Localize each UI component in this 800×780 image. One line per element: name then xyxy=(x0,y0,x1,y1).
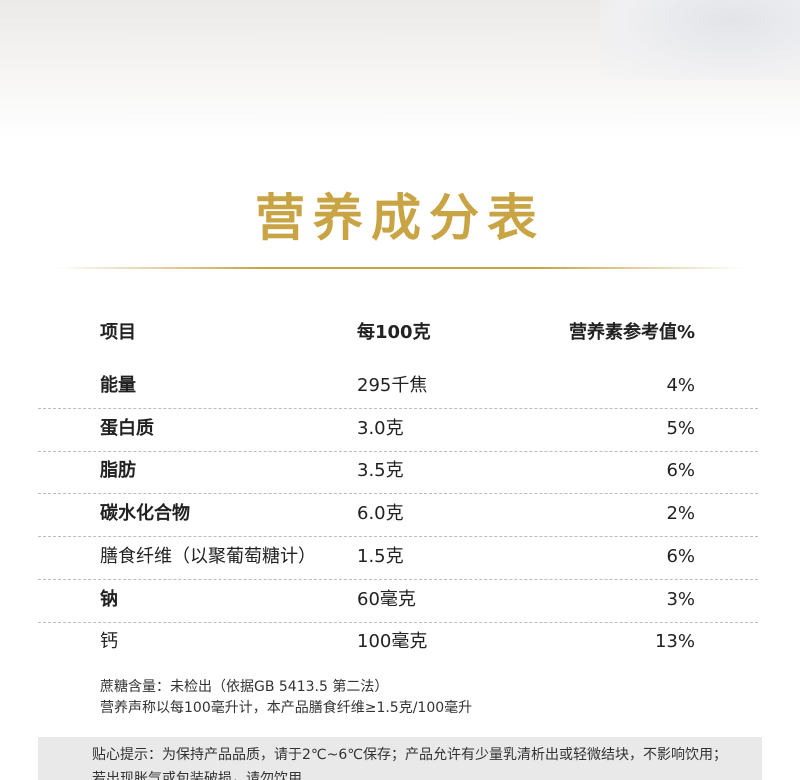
column-header: 每100克 xyxy=(357,322,431,343)
row-divider xyxy=(38,450,758,452)
row-divider xyxy=(38,536,758,538)
amount: 1.5克 xyxy=(357,545,404,567)
title-divider xyxy=(55,267,745,269)
amount: 6.0克 xyxy=(357,503,404,525)
nutrient-name: 钠 xyxy=(100,588,118,610)
row-divider xyxy=(38,408,758,409)
footnote: 营养声称以每100毫升计，本产品膳食纤维≥1.5克/100毫升 xyxy=(100,700,473,716)
amount: 295千焦 xyxy=(357,375,428,396)
amount: 3.0克 xyxy=(357,417,404,439)
row-divider xyxy=(38,621,758,623)
row-divider xyxy=(38,493,758,495)
nrv-percent: 6% xyxy=(666,460,695,482)
tip-text: 若出现胀气或包装破损，请勿饮用 xyxy=(92,771,302,780)
amount: 60毫克 xyxy=(357,588,416,610)
tip-text: 贴心提示：为保持产品品质，请于2℃~6℃保存；产品允许有少量乳清析出或轻微结块，… xyxy=(92,747,727,763)
nrv-percent: 2% xyxy=(666,503,695,525)
nutrient-name: 碳水化合物 xyxy=(100,503,190,525)
row-divider xyxy=(38,578,758,580)
nutrient-name: 能量 xyxy=(100,375,136,396)
nrv-percent: 13% xyxy=(654,631,695,653)
nrv-percent: 3% xyxy=(666,588,695,610)
amount: 100毫克 xyxy=(357,631,428,653)
nrv-percent: 4% xyxy=(666,375,695,396)
nutrient-name: 钙 xyxy=(100,631,118,653)
footnote: 蔗糖含量：未检出（依据GB 5413.5 第二法） xyxy=(100,679,389,695)
nutrient-name: 蛋白质 xyxy=(100,417,154,439)
nutrient-name: 脂肪 xyxy=(100,460,136,482)
column-header: 项目 xyxy=(100,322,136,343)
title: 营养成分表 xyxy=(255,189,545,247)
header-decoration xyxy=(600,0,800,80)
nutrient-name: 膳食纤维（以聚葡萄糖计） xyxy=(100,545,316,567)
column-header: 营养素参考值% xyxy=(568,322,695,343)
nrv-percent: 6% xyxy=(666,545,695,567)
tip-box xyxy=(38,737,762,780)
nrv-percent: 5% xyxy=(666,417,695,439)
amount: 3.5克 xyxy=(357,460,404,482)
